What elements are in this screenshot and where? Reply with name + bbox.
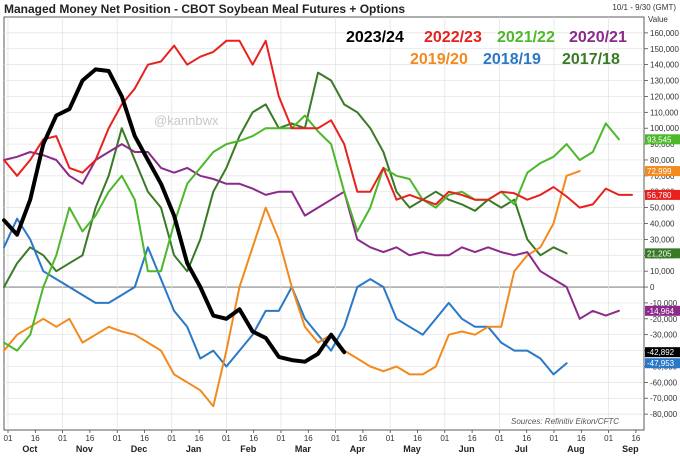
y-tick-label: -10,000 <box>650 299 678 308</box>
x-tick-label: 16 <box>249 434 258 443</box>
y-tick-label: 0 <box>650 283 655 292</box>
x-tick-label: 16 <box>413 434 422 443</box>
x-tick-label: 16 <box>140 434 149 443</box>
x-tick-label: 01 <box>495 434 504 443</box>
y-tick-label: 90,000 <box>650 140 675 149</box>
y-tick-label: 30,000 <box>650 235 675 244</box>
x-tick-label: 01 <box>167 434 176 443</box>
chart-title: Managed Money Net Position - CBOT Soybea… <box>4 2 406 16</box>
month-label: Feb <box>240 444 257 454</box>
last-value-label: 56,780 <box>647 191 672 200</box>
y-tick-label: 100,000 <box>650 124 679 133</box>
x-tick-label: 01 <box>58 434 67 443</box>
y-tick-label: -70,000 <box>650 394 678 403</box>
series-line-2019-20 <box>3 170 581 408</box>
y-tick-label: 110,000 <box>650 108 679 117</box>
x-tick-label: 16 <box>577 434 586 443</box>
value-axis-label: Value <box>648 15 668 24</box>
series-lines <box>2 39 633 408</box>
series-line-2017-18 <box>3 71 568 288</box>
month-label: Jun <box>459 444 475 454</box>
x-axis: 01 16 01 16 01 16 01 16 01 16 01 16 01 16 01 16 01 16 01 16… <box>4 430 641 454</box>
x-tick-label: 16 <box>195 434 204 443</box>
y-tick-label: 80,000 <box>650 156 675 165</box>
series-line-2023-24 <box>2 67 347 364</box>
x-tick-label: 01 <box>4 434 13 443</box>
legend-entry-2018-19: 2018/19 <box>483 51 541 68</box>
x-tick-label: 16 <box>304 434 313 443</box>
series-line-2020-21 <box>3 143 620 320</box>
x-tick-label: 01 <box>222 434 231 443</box>
last-value-label: 21,205 <box>647 249 672 258</box>
last-value-label: -42,892 <box>647 348 675 357</box>
x-tick-label: 01 <box>331 434 340 443</box>
last-value-badge <box>645 248 680 259</box>
last-value-badge <box>645 166 680 177</box>
x-tick-label: 01 <box>550 434 559 443</box>
month-label: Nov <box>76 444 93 454</box>
y-tick-label: 160,000 <box>650 29 679 38</box>
x-tick-label: 16 <box>522 434 531 443</box>
grid <box>4 17 644 430</box>
legend: 2023/24 2022/23 2021/22 2020/21 2019/20 2018/… <box>346 29 627 68</box>
legend-entry-2023-24: 2023/24 <box>346 29 404 46</box>
last-value-badge <box>645 358 680 369</box>
y-tick-label: 150,000 <box>650 45 679 54</box>
month-label: Sep <box>622 444 639 454</box>
last-value-badge <box>645 347 680 358</box>
month-label: Oct <box>22 444 37 454</box>
x-tick-label: 16 <box>358 434 367 443</box>
watermark: @kannbwx <box>154 113 219 128</box>
x-tick-label: 01 <box>604 434 613 443</box>
legend-entry-2021-22: 2021/22 <box>497 29 555 46</box>
x-tick-label: 16 <box>85 434 94 443</box>
y-tick-label: -60,000 <box>650 378 678 387</box>
month-label: Jul <box>515 444 528 454</box>
last-value-label: -47,953 <box>647 359 675 368</box>
last-value-labels: -42,892 56,780 93,545 -14,964 72,999 -47,953 2… <box>645 134 680 369</box>
y-tick-label: -30,000 <box>650 331 678 340</box>
month-label: Mar <box>295 444 312 454</box>
last-value-badge <box>645 305 680 316</box>
last-value-badge <box>645 189 680 200</box>
y-tick-label: 140,000 <box>650 61 679 70</box>
legend-entry-2022-23: 2022/23 <box>424 29 482 46</box>
date-range: 10/1 - 9/30 (GMT) <box>612 3 676 12</box>
y-tick-label: -80,000 <box>650 410 678 419</box>
y-tick-label: 40,000 <box>650 220 675 229</box>
source-note: Sources: Refinitiv Eikon/CFTC <box>511 417 619 426</box>
last-value-label: 93,545 <box>647 135 672 144</box>
x-tick-label: 01 <box>277 434 286 443</box>
y-tick-label: 50,000 <box>650 204 675 213</box>
month-label: Aug <box>567 444 585 454</box>
y-tick-label: 10,000 <box>650 267 675 276</box>
month-label: Dec <box>131 444 148 454</box>
month-label: Jan <box>186 444 202 454</box>
legend-entry-2017-18: 2017/18 <box>562 51 620 68</box>
x-tick-label: 01 <box>440 434 449 443</box>
last-value-badge <box>645 134 680 145</box>
y-tick-label: 130,000 <box>650 77 679 86</box>
x-tick-label: 16 <box>468 434 477 443</box>
y-tick-label: 70,000 <box>650 172 675 181</box>
x-tick-label: 16 <box>31 434 40 443</box>
x-tick-label: 01 <box>386 434 395 443</box>
legend-entry-2020-21: 2020/21 <box>569 29 627 46</box>
series-line-2021-22 <box>3 114 620 352</box>
month-label: Apr <box>350 444 366 454</box>
last-value-label: -14,964 <box>647 307 675 316</box>
y-tick-label: -20,000 <box>650 315 678 324</box>
y-tick-label: 120,000 <box>650 92 679 101</box>
series-line-2018-19 <box>3 217 568 376</box>
last-value-label: 72,999 <box>647 167 672 176</box>
x-tick-label: 01 <box>113 434 122 443</box>
month-label: May <box>403 444 421 454</box>
legend-entry-2019-20: 2019/20 <box>410 51 468 68</box>
x-tick-label: 16 <box>631 434 640 443</box>
series-line-2022-23 <box>3 39 633 209</box>
